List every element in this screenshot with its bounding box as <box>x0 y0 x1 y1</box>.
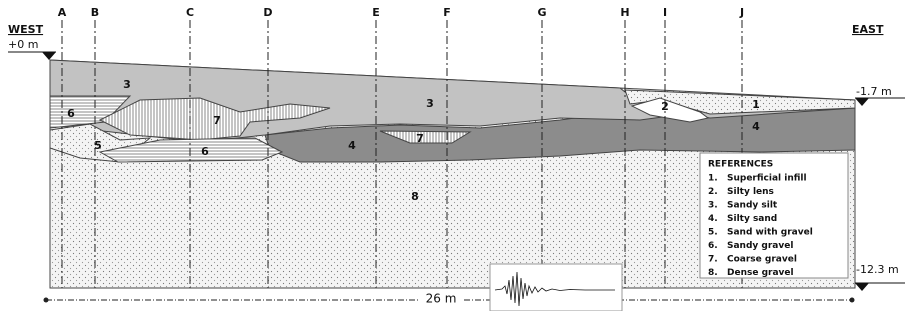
reference-number: 6. <box>708 241 718 251</box>
layer-label: 2 <box>661 100 669 113</box>
section-label: H <box>620 6 629 19</box>
west-label: WEST <box>8 23 44 36</box>
section-letters: A B C D E F G H I J <box>58 6 744 19</box>
reference-name: Silty lens <box>727 187 774 197</box>
layer-label: 7 <box>416 132 424 145</box>
reference-number: 4. <box>708 214 718 224</box>
section-label: E <box>372 6 380 19</box>
reference-name: Sandy silt <box>727 201 778 211</box>
depth-label: -12.3 m <box>856 263 899 276</box>
layer-label: 3 <box>123 78 131 91</box>
reference-number: 3. <box>708 201 718 211</box>
section-label: C <box>186 6 194 19</box>
layer-label: 6 <box>201 145 209 158</box>
reference-number: 7. <box>708 255 718 265</box>
section-label: A <box>58 6 67 19</box>
layer-label: 7 <box>213 114 221 127</box>
reference-number: 5. <box>708 228 718 238</box>
layer-label: 1 <box>752 98 760 111</box>
section-label: G <box>537 6 546 19</box>
layer-label: 4 <box>348 139 356 152</box>
reference-number: 8. <box>708 268 718 278</box>
layer-label: 5 <box>94 139 102 152</box>
length-label: 26 m <box>426 292 457 306</box>
layer-label: 6 <box>67 107 75 120</box>
depth-label: -1.7 m <box>856 85 892 98</box>
reference-number: 1. <box>708 174 718 184</box>
section-label: B <box>91 6 99 19</box>
references-title: REFERENCES <box>708 160 773 170</box>
reference-name: Dense gravel <box>727 268 794 278</box>
reference-name: Sandy gravel <box>727 241 793 251</box>
cross-section: A B C D E F G H I J WEST EAST +0 m -1.7 … <box>0 0 907 311</box>
section-label: J <box>739 6 744 19</box>
layer-label: 3 <box>426 97 434 110</box>
section-label: D <box>263 6 272 19</box>
reference-name: Silty sand <box>727 214 777 224</box>
layer-label: 4 <box>752 120 760 133</box>
section-label: I <box>663 6 667 19</box>
seismogram <box>490 264 622 311</box>
section-label: F <box>443 6 451 19</box>
reference-name: Superficial infill <box>727 174 807 184</box>
reference-name: Coarse gravel <box>727 255 797 265</box>
reference-name: Sand with gravel <box>727 228 813 238</box>
scale: 26 m <box>44 292 855 307</box>
depth-label: +0 m <box>8 38 38 51</box>
references: REFERENCES 1. Superficial infill 2. Silty l… <box>700 153 848 278</box>
layer-label: 8 <box>411 190 419 203</box>
east-label: EAST <box>852 23 884 36</box>
reference-number: 2. <box>708 187 718 197</box>
